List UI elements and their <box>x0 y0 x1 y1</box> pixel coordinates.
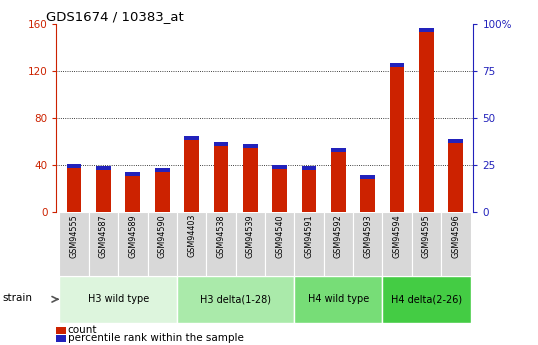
Bar <box>390 63 405 212</box>
Bar <box>214 142 228 146</box>
Bar <box>324 212 353 276</box>
Bar <box>383 276 471 323</box>
Text: GSM94591: GSM94591 <box>305 214 314 258</box>
Text: GSM94589: GSM94589 <box>129 214 137 258</box>
Text: GSM94587: GSM94587 <box>99 214 108 258</box>
Bar <box>214 142 228 212</box>
Text: GSM94593: GSM94593 <box>363 214 372 258</box>
Bar <box>155 168 169 212</box>
Bar <box>177 276 294 323</box>
Text: GSM94594: GSM94594 <box>393 214 401 258</box>
Bar <box>419 28 434 32</box>
Bar <box>155 168 169 171</box>
Text: strain: strain <box>3 293 33 303</box>
Bar <box>294 276 383 323</box>
Bar <box>89 212 118 276</box>
Bar <box>441 212 471 276</box>
Text: GSM94596: GSM94596 <box>451 214 461 258</box>
Text: GSM94555: GSM94555 <box>69 214 79 258</box>
Bar <box>360 175 375 179</box>
Bar <box>147 212 177 276</box>
Text: H4 wild type: H4 wild type <box>308 294 369 304</box>
Text: H4 delta(2-26): H4 delta(2-26) <box>391 294 462 304</box>
Bar <box>243 144 258 148</box>
Text: GDS1674 / 10383_at: GDS1674 / 10383_at <box>46 10 183 23</box>
Bar <box>449 139 463 144</box>
Text: H3 wild type: H3 wild type <box>88 294 149 304</box>
Bar <box>59 212 89 276</box>
Text: GSM94540: GSM94540 <box>275 214 284 258</box>
Text: percentile rank within the sample: percentile rank within the sample <box>68 333 244 343</box>
Bar <box>125 172 140 176</box>
Bar <box>125 172 140 212</box>
Bar <box>243 144 258 212</box>
Bar <box>67 164 81 212</box>
Bar <box>184 136 199 212</box>
Bar <box>412 212 441 276</box>
Bar <box>177 212 206 276</box>
Bar <box>118 212 147 276</box>
Bar <box>96 166 111 170</box>
Text: count: count <box>68 325 97 335</box>
Text: GSM94539: GSM94539 <box>246 214 255 258</box>
Text: GSM94592: GSM94592 <box>334 214 343 258</box>
Bar <box>272 165 287 212</box>
Bar <box>331 148 346 212</box>
Bar <box>67 164 81 168</box>
Bar <box>360 175 375 212</box>
Bar <box>236 212 265 276</box>
Bar <box>449 139 463 212</box>
Text: H3 delta(1-28): H3 delta(1-28) <box>200 294 271 304</box>
Bar <box>294 212 324 276</box>
Bar <box>59 276 177 323</box>
Bar <box>265 212 294 276</box>
Bar <box>419 28 434 212</box>
Text: GSM94538: GSM94538 <box>216 214 225 258</box>
Bar <box>206 212 236 276</box>
Bar <box>390 63 405 67</box>
Bar <box>302 166 316 170</box>
Text: GSM94590: GSM94590 <box>158 214 167 258</box>
Bar <box>383 212 412 276</box>
Bar <box>302 166 316 212</box>
Bar <box>96 166 111 212</box>
Bar <box>353 212 383 276</box>
Text: GSM94403: GSM94403 <box>187 214 196 257</box>
Bar <box>272 165 287 169</box>
Bar <box>331 148 346 152</box>
Bar <box>184 136 199 140</box>
Text: GSM94595: GSM94595 <box>422 214 431 258</box>
